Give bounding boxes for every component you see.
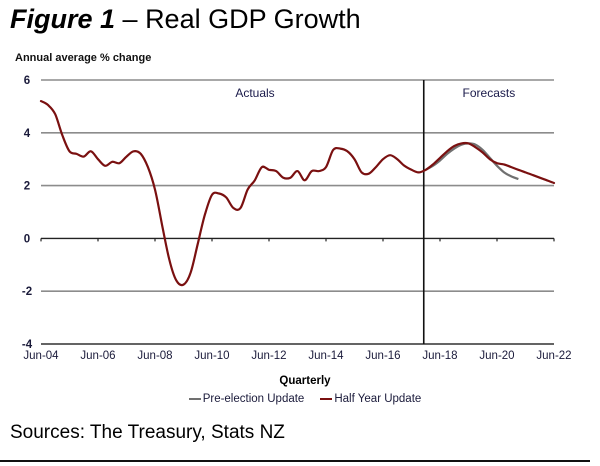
y-tick-label: 4 (24, 128, 31, 140)
y-tick-label: 2 (24, 181, 30, 193)
x-tick-labels: Jun-04 Jun-06 Jun-08 Jun-10 Jun-12 Jun-14 Jun-… (23, 350, 571, 362)
x-tick-label: Jun-18 (422, 350, 457, 362)
series-group (39, 100, 556, 287)
x-tick-label: Jun-16 (365, 350, 400, 362)
series-line-half-year-update (39, 100, 556, 287)
series-line-pre-election-update (425, 142, 519, 181)
gridlines (40, 79, 555, 345)
legend-item-half-year: Half Year Update (320, 393, 421, 405)
y-tick-label: -4 (22, 339, 33, 351)
x-tick-label: Jun-04 (23, 350, 59, 362)
forecasts-label: Forecasts (463, 86, 516, 100)
legend-swatch-pre-election (188, 398, 201, 400)
y-tick-labels: 6 4 2 0 -2 -4 (22, 75, 33, 351)
x-tick-label: Jun-06 (80, 350, 115, 362)
legend-item-pre-election: Pre-election Update (188, 393, 305, 405)
figure-title: Figure 1 – Real GDP Growth (10, 4, 361, 35)
y-axis-title: Annual average % change (15, 52, 152, 64)
legend: Pre-election Update Half Year Update (0, 393, 600, 405)
x-tick-label: Jun-10 (194, 350, 229, 362)
figure-title-text: Real GDP Growth (145, 4, 361, 34)
figure-number: Figure 1 (10, 4, 116, 34)
x-axis-title: Quarterly (279, 375, 331, 387)
x-tick-label: Jun-20 (479, 350, 514, 362)
legend-label-pre-election: Pre-election Update (202, 393, 305, 405)
actuals-label: Actuals (235, 86, 274, 100)
y-tick-label: -2 (22, 286, 32, 298)
x-tick-label: Jun-08 (137, 350, 172, 362)
sources-note: Sources: The Treasury, Stats NZ (10, 422, 285, 443)
x-tick-label: Jun-12 (251, 350, 286, 362)
figure-title-dash: – (115, 4, 146, 34)
y-tick-label: 0 (24, 233, 30, 245)
y-tick-label: 6 (24, 75, 30, 87)
legend-label-half-year: Half Year Update (334, 393, 422, 405)
x-tick-label: Jun-22 (536, 350, 571, 362)
bottom-divider (0, 460, 590, 462)
legend-swatch-half-year (320, 398, 333, 400)
x-tick-label: Jun-14 (308, 350, 344, 362)
